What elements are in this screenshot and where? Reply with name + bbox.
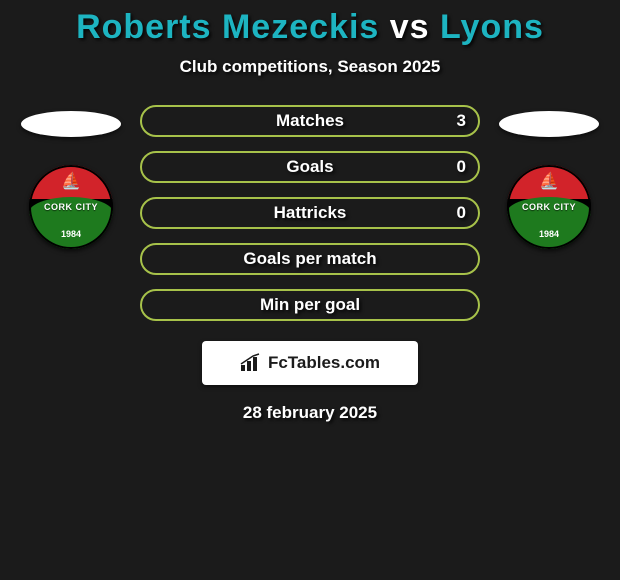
- stat-label: Matches: [276, 111, 344, 131]
- club-badge-right: ⛵ CORK CITY 1984: [507, 165, 591, 249]
- stat-bar: Goals 0: [140, 151, 480, 183]
- title-vs: vs: [390, 8, 430, 46]
- stat-value-right: 3: [457, 111, 466, 131]
- branding-badge: FcTables.com: [202, 341, 418, 385]
- stat-label: Goals per match: [243, 249, 376, 269]
- left-column: ⛵ CORK CITY 1984: [20, 105, 122, 249]
- stat-label: Goals: [286, 157, 333, 177]
- stat-value-right: 0: [457, 203, 466, 223]
- stat-value-right: 0: [457, 157, 466, 177]
- stat-bar: Goals per match: [140, 243, 480, 275]
- right-column: ⛵ CORK CITY 1984: [498, 105, 600, 249]
- stat-bar: Hattricks 0: [140, 197, 480, 229]
- badge-ring: [507, 165, 591, 249]
- stat-bars: Matches 3 Goals 0 Hattricks 0 Goals per match M…: [140, 105, 480, 321]
- player-a-marker: [21, 111, 121, 137]
- stat-label: Min per goal: [260, 295, 360, 315]
- title-player-b: Lyons: [440, 8, 544, 46]
- comparison-area: ⛵ CORK CITY 1984 Matches3Goals0Hattricks…: [0, 105, 620, 321]
- badge-ring: [29, 165, 113, 249]
- bars-icon: [240, 353, 262, 373]
- infographic-root: Roberts Mezeckis vs Lyons Club competiti…: [0, 0, 620, 423]
- date-text: 28 february 2025: [0, 403, 620, 423]
- stat-label: Hattricks: [274, 203, 347, 223]
- player-b-marker: [499, 111, 599, 137]
- page-title: Roberts Mezeckis vs Lyons: [0, 8, 620, 47]
- branding-text: FcTables.com: [268, 353, 380, 373]
- subtitle: Club competitions, Season 2025: [0, 57, 620, 77]
- stat-bar: Matches 3: [140, 105, 480, 137]
- title-player-a: Roberts Mezeckis: [76, 8, 379, 46]
- stat-bar: Min per goal: [140, 289, 480, 321]
- club-badge-left: ⛵ CORK CITY 1984: [29, 165, 113, 249]
